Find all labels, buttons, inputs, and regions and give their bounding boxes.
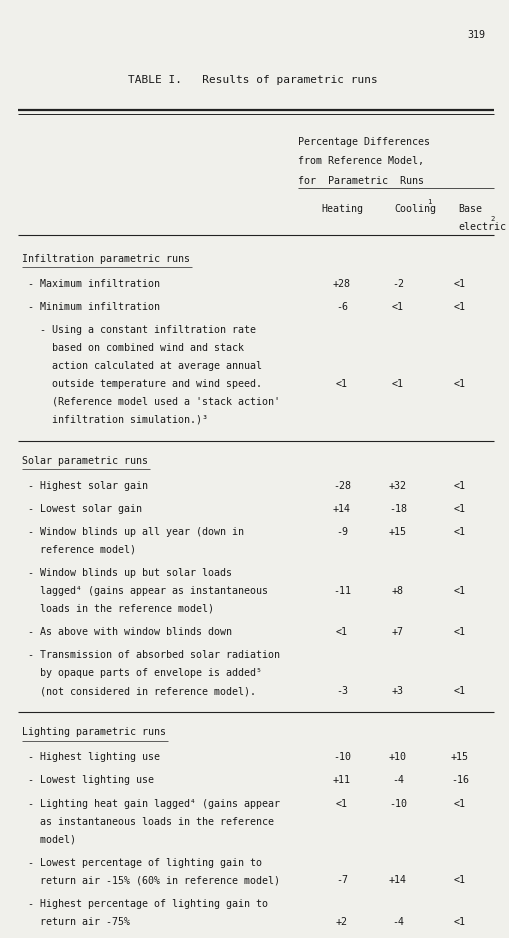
Text: infiltration simulation.)³: infiltration simulation.)³ xyxy=(22,415,208,424)
Text: reference model): reference model) xyxy=(22,545,136,555)
Text: - Window blinds up all year (down in: - Window blinds up all year (down in xyxy=(22,527,244,537)
Text: -10: -10 xyxy=(389,798,407,809)
Text: model): model) xyxy=(22,834,76,844)
Text: electric: electric xyxy=(458,221,506,232)
Text: - Lowest solar gain: - Lowest solar gain xyxy=(22,504,142,514)
Text: - Highest solar gain: - Highest solar gain xyxy=(22,480,148,491)
Text: loads in the reference model): loads in the reference model) xyxy=(22,604,214,613)
Text: <1: <1 xyxy=(454,302,466,312)
Text: return air -75%: return air -75% xyxy=(22,916,130,927)
Text: TABLE I.   Results of parametric runs: TABLE I. Results of parametric runs xyxy=(128,75,378,85)
Text: +15: +15 xyxy=(451,752,469,762)
Text: <1: <1 xyxy=(454,379,466,388)
Text: - Using a constant infiltration rate: - Using a constant infiltration rate xyxy=(22,325,256,336)
Text: -18: -18 xyxy=(389,504,407,514)
Text: <1: <1 xyxy=(454,628,466,637)
Text: from Reference Model,: from Reference Model, xyxy=(298,156,424,166)
Text: <1: <1 xyxy=(454,504,466,514)
Text: +28: +28 xyxy=(333,279,351,289)
Text: -6: -6 xyxy=(336,302,348,312)
Text: -10: -10 xyxy=(333,752,351,762)
Text: - As above with window blinds down: - As above with window blinds down xyxy=(22,628,232,637)
Text: <1: <1 xyxy=(454,480,466,491)
Text: - Window blinds up but solar loads: - Window blinds up but solar loads xyxy=(22,568,232,578)
Text: +32: +32 xyxy=(389,480,407,491)
Text: return air -15% (60% in reference model): return air -15% (60% in reference model) xyxy=(22,875,280,885)
Text: <1: <1 xyxy=(454,798,466,809)
Text: <1: <1 xyxy=(454,686,466,696)
Text: -11: -11 xyxy=(333,586,351,596)
Text: +8: +8 xyxy=(392,586,404,596)
Text: +14: +14 xyxy=(333,504,351,514)
Text: - Maximum infiltration: - Maximum infiltration xyxy=(22,279,160,289)
Text: - Minimum infiltration: - Minimum infiltration xyxy=(22,302,160,312)
Text: +10: +10 xyxy=(389,752,407,762)
Text: -16: -16 xyxy=(451,776,469,785)
Text: -28: -28 xyxy=(333,480,351,491)
Text: +2: +2 xyxy=(336,916,348,927)
Text: 2: 2 xyxy=(491,216,495,222)
Text: +7: +7 xyxy=(392,628,404,637)
Text: +11: +11 xyxy=(333,776,351,785)
Text: -2: -2 xyxy=(392,279,404,289)
Text: <1: <1 xyxy=(336,628,348,637)
Text: lagged⁴ (gains appear as instantaneous: lagged⁴ (gains appear as instantaneous xyxy=(22,586,268,596)
Text: 319: 319 xyxy=(467,30,485,40)
Text: <1: <1 xyxy=(392,302,404,312)
Text: Lighting parametric runs: Lighting parametric runs xyxy=(22,727,166,737)
Text: based on combined wind and stack: based on combined wind and stack xyxy=(22,343,244,354)
Text: <1: <1 xyxy=(454,586,466,596)
Text: +14: +14 xyxy=(389,875,407,885)
Text: -4: -4 xyxy=(392,916,404,927)
Text: as instantaneous loads in the reference: as instantaneous loads in the reference xyxy=(22,816,274,826)
Text: - Highest lighting use: - Highest lighting use xyxy=(22,752,160,762)
Text: - Transmission of absorbed solar radiation: - Transmission of absorbed solar radiati… xyxy=(22,650,280,660)
Text: for  Parametric  Runs: for Parametric Runs xyxy=(298,175,424,186)
Text: <1: <1 xyxy=(454,527,466,537)
Text: Base: Base xyxy=(458,204,482,214)
Text: Infiltration parametric runs: Infiltration parametric runs xyxy=(22,254,190,264)
Text: 1: 1 xyxy=(428,199,432,204)
Text: - Lowest lighting use: - Lowest lighting use xyxy=(22,776,154,785)
Text: by opaque parts of envelope is added⁵: by opaque parts of envelope is added⁵ xyxy=(22,668,262,678)
Text: outside temperature and wind speed.: outside temperature and wind speed. xyxy=(22,379,262,388)
Text: <1: <1 xyxy=(336,379,348,388)
Text: <1: <1 xyxy=(336,798,348,809)
Text: Cooling: Cooling xyxy=(394,204,436,214)
Text: -7: -7 xyxy=(336,875,348,885)
Text: -3: -3 xyxy=(336,686,348,696)
Text: <1: <1 xyxy=(454,916,466,927)
Text: Percentage Differences: Percentage Differences xyxy=(298,137,430,146)
Text: -9: -9 xyxy=(336,527,348,537)
Text: Heating: Heating xyxy=(321,204,363,214)
Text: - Lighting heat gain lagged⁴ (gains appear: - Lighting heat gain lagged⁴ (gains appe… xyxy=(22,798,280,809)
Text: Solar parametric runs: Solar parametric runs xyxy=(22,456,148,465)
Text: (not considered in reference model).: (not considered in reference model). xyxy=(22,686,256,696)
Text: <1: <1 xyxy=(454,279,466,289)
Text: action calculated at average annual: action calculated at average annual xyxy=(22,361,262,371)
Text: +3: +3 xyxy=(392,686,404,696)
Text: +15: +15 xyxy=(389,527,407,537)
Text: - Lowest percentage of lighting gain to: - Lowest percentage of lighting gain to xyxy=(22,857,262,868)
Text: <1: <1 xyxy=(392,379,404,388)
Text: (Reference model used a 'stack action': (Reference model used a 'stack action' xyxy=(22,397,280,406)
Text: <1: <1 xyxy=(454,875,466,885)
Text: -4: -4 xyxy=(392,776,404,785)
Text: - Highest percentage of lighting gain to: - Highest percentage of lighting gain to xyxy=(22,899,268,909)
